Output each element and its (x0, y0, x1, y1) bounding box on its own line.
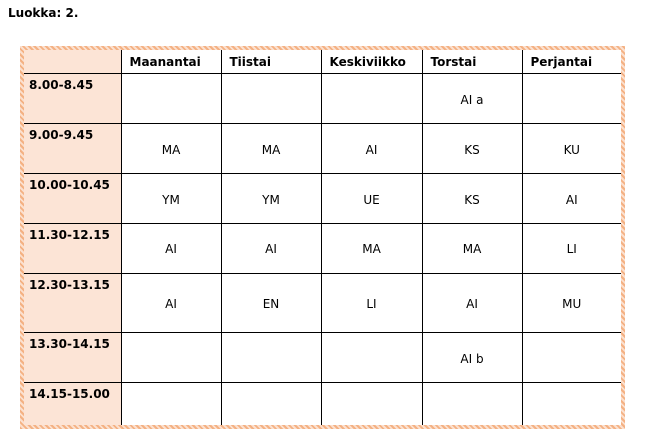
lesson-cell: AI a (421, 73, 523, 125)
lesson-cell (220, 382, 322, 425)
time-slot: 14.15-15.00 (24, 382, 122, 425)
lesson-cell (320, 332, 423, 384)
lesson-cell (421, 382, 523, 425)
lesson-cell: MU (521, 272, 621, 334)
lesson-cell: UE (320, 173, 423, 224)
table-row: 11.30-12.15 AI AI MA MA LI (24, 222, 621, 274)
table-row: 8.00-8.45 AI a (24, 73, 621, 125)
timetable: Maanantai Tiistai Keskiviikko Torstai Perjan… (24, 50, 621, 425)
lesson-cell (521, 382, 621, 425)
lesson-cell: AI (320, 123, 423, 175)
time-slot: 9.00-9.45 (24, 123, 122, 175)
lesson-cell: MA (220, 123, 322, 175)
time-slot: 13.30-14.15 (24, 332, 122, 384)
lesson-cell: MA (320, 222, 423, 274)
lesson-cell (220, 332, 322, 384)
time-slot: 11.30-12.15 (24, 222, 122, 274)
lesson-cell: EN (220, 272, 322, 334)
lesson-cell: KS (421, 173, 523, 224)
day-header: Perjantai (521, 50, 621, 75)
day-header: Tiistai (220, 50, 322, 75)
lesson-cell (120, 73, 222, 125)
lesson-cell: MA (120, 123, 222, 175)
table-row: 13.30-14.15 AI b (24, 332, 621, 384)
lesson-cell (120, 382, 222, 425)
table-row: 10.00-10.45 YM YM UE KS AI (24, 173, 621, 224)
lesson-cell (120, 332, 222, 384)
time-slot: 10.00-10.45 (24, 173, 122, 224)
lesson-cell: AI (120, 222, 222, 274)
timetable-frame: Maanantai Tiistai Keskiviikko Torstai Perjan… (20, 46, 625, 429)
class-title: Luokka: 2. (8, 6, 79, 20)
corner-cell (24, 50, 122, 75)
lesson-cell: KU (521, 123, 621, 175)
time-slot: 8.00-8.45 (24, 73, 122, 125)
day-header: Maanantai (120, 50, 222, 75)
lesson-cell: MA (421, 222, 523, 274)
lesson-cell: YM (120, 173, 222, 224)
lesson-cell: AI (220, 222, 322, 274)
day-header: Torstai (421, 50, 523, 75)
lesson-cell: KS (421, 123, 523, 175)
lesson-cell (320, 382, 423, 425)
lesson-cell: AI b (421, 332, 523, 384)
day-header: Keskiviikko (320, 50, 423, 75)
lesson-cell: LI (521, 222, 621, 274)
lesson-cell: LI (320, 272, 423, 334)
lesson-cell: AI (521, 173, 621, 224)
lesson-cell: AI (120, 272, 222, 334)
table-row: 14.15-15.00 (24, 382, 621, 425)
time-slot: 12.30-13.15 (24, 272, 122, 334)
lesson-cell: AI (421, 272, 523, 334)
header-row: Maanantai Tiistai Keskiviikko Torstai Perjan… (24, 50, 621, 75)
table-row: 9.00-9.45 MA MA AI KS KU (24, 123, 621, 175)
table-row: 12.30-13.15 AI EN LI AI MU (24, 272, 621, 334)
lesson-cell (220, 73, 322, 125)
lesson-cell (521, 73, 621, 125)
lesson-cell: YM (220, 173, 322, 224)
lesson-cell (521, 332, 621, 384)
lesson-cell (320, 73, 423, 125)
